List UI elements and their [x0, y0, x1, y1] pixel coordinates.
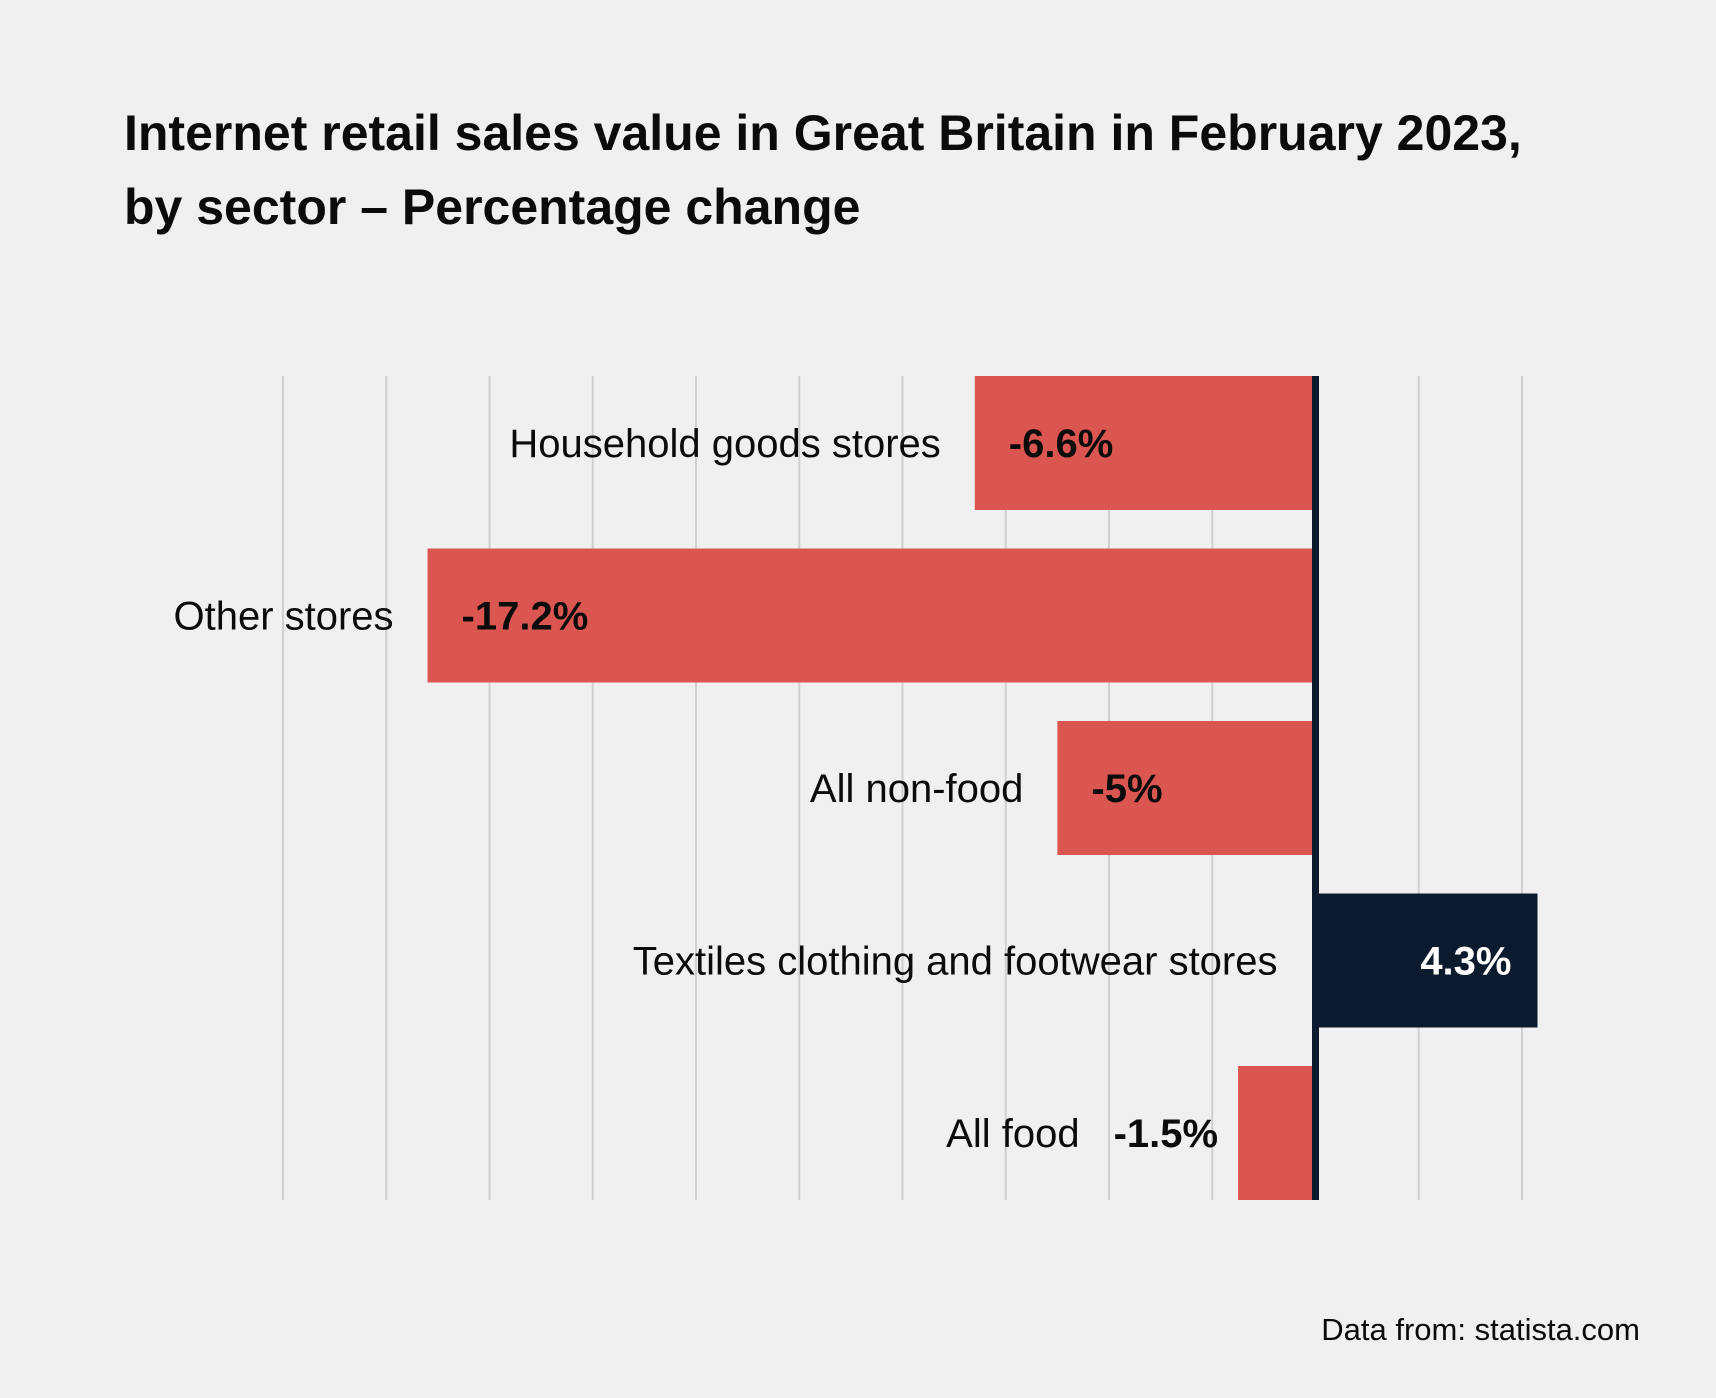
- category-label: All food: [946, 1112, 1079, 1156]
- category-label: Household goods stores: [509, 422, 940, 466]
- value-label: -6.6%: [1009, 422, 1114, 466]
- bar: [1238, 1066, 1316, 1200]
- value-label: -17.2%: [462, 595, 589, 639]
- bar: [1057, 721, 1316, 855]
- source-note: Data from: statista.com: [1321, 1312, 1640, 1347]
- value-label: -5%: [1091, 767, 1162, 811]
- value-label: 4.3%: [1420, 940, 1511, 984]
- category-label: Other stores: [173, 595, 393, 639]
- bar: [974, 376, 1316, 510]
- value-label: -1.5%: [1114, 1112, 1219, 1156]
- labels: Household goods stores -6.6% Other stores -…: [173, 422, 1511, 1156]
- bars: [427, 376, 1538, 1200]
- category-label: All non-food: [810, 767, 1023, 811]
- grid-lines: [282, 376, 1523, 1200]
- bar: [1315, 893, 1538, 1028]
- category-label: Textiles clothing and footwear stores: [633, 940, 1278, 984]
- chart-title: Internet retail sales value in Great Bri…: [124, 105, 1522, 235]
- bar: [427, 548, 1316, 683]
